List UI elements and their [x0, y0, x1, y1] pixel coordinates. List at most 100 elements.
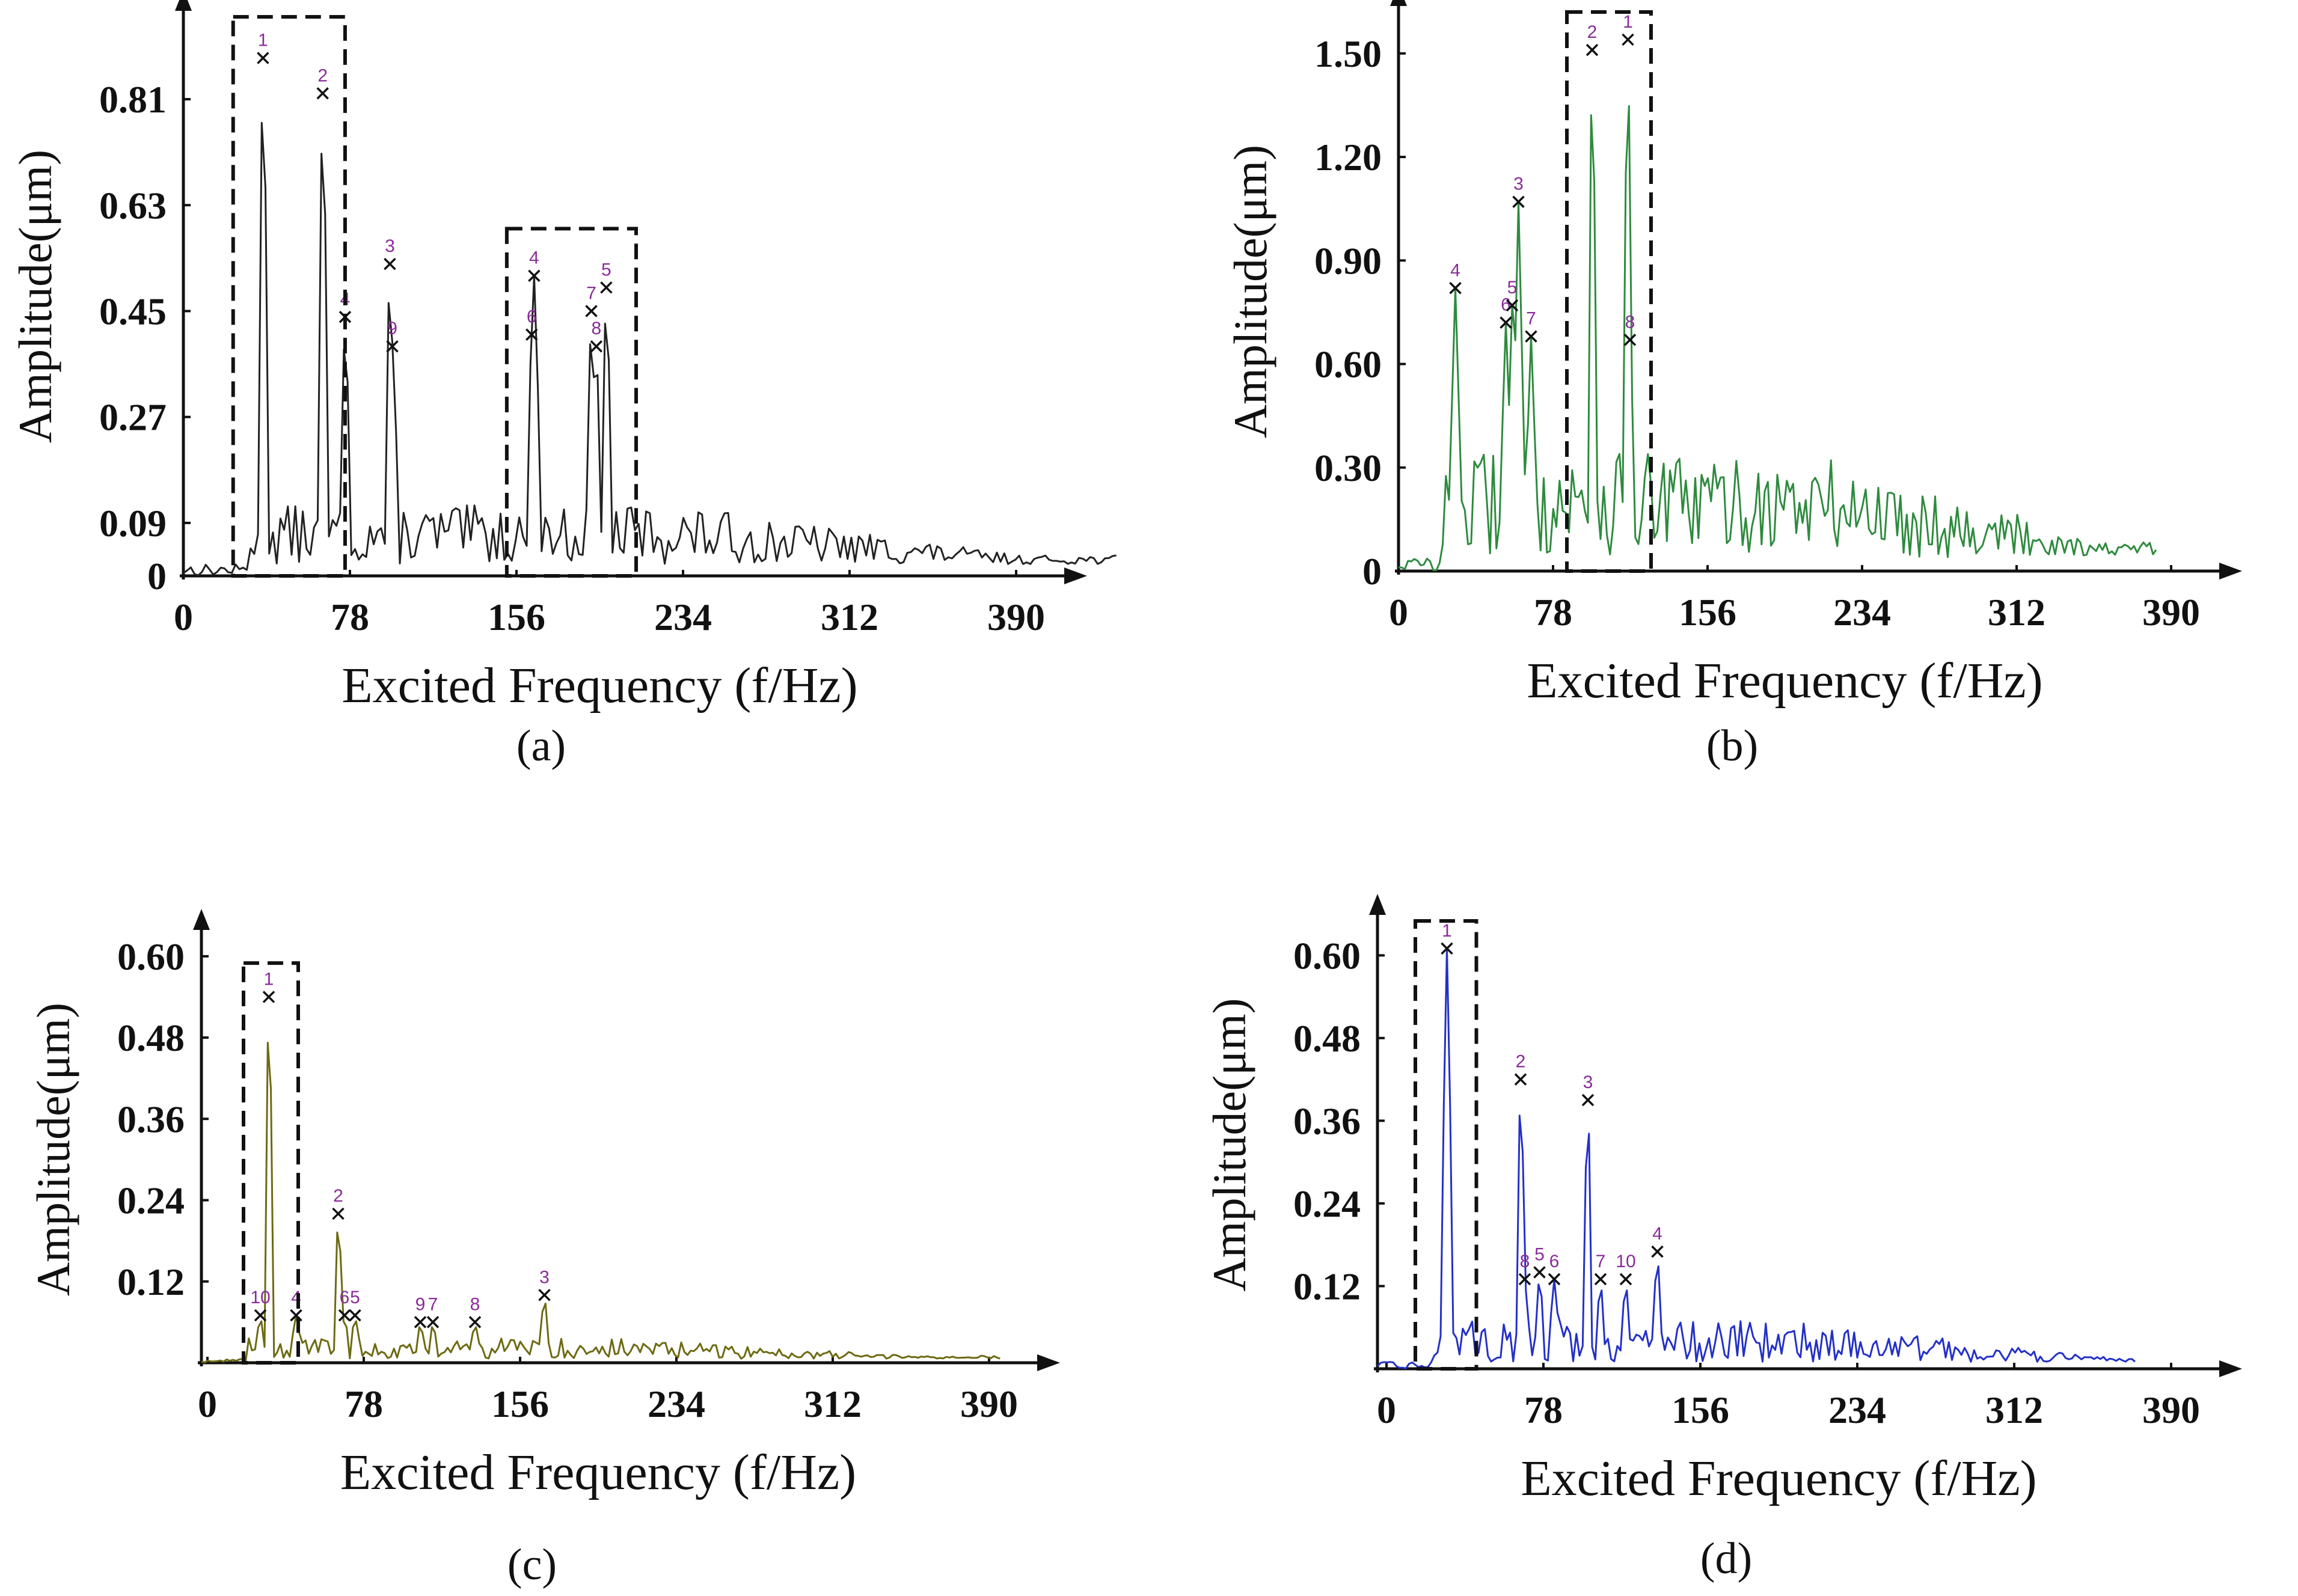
x-axis-arrow-d: [2219, 1360, 2242, 1377]
peak-marker-d: [1441, 942, 1453, 955]
peak-marker-b: [1512, 195, 1525, 208]
y-tick-label-c: 0.48: [117, 1017, 185, 1059]
peak-marker-d: [1619, 1273, 1632, 1286]
peak-label-b: 8: [1625, 312, 1635, 332]
y-tick-label-b: 0.30: [1314, 447, 1382, 489]
x-tick-label-b: 390: [2142, 591, 2200, 634]
y-tick-label-b: 0.60: [1314, 343, 1382, 386]
x-tick-label-a: 390: [987, 596, 1045, 638]
x-axis-title-c: Excited Frequency (f/Hz): [340, 1445, 856, 1500]
y-tick-label-b: 0: [1362, 550, 1382, 593]
peak-label-c: 8: [470, 1294, 480, 1314]
peak-marker-d: [1594, 1273, 1607, 1286]
y-tick-label-a: 0.27: [99, 396, 167, 439]
peak-marker-c: [338, 1309, 351, 1322]
peak-marker-b: [1506, 299, 1519, 312]
peak-marker-c: [426, 1316, 440, 1328]
peak-label-c: 7: [428, 1294, 438, 1314]
peak-label-c: 6: [340, 1288, 350, 1307]
dashed-box-a: [504, 227, 639, 578]
peak-marker-a: [257, 52, 269, 64]
peak-label-a: 1: [258, 31, 268, 50]
chart-panel-d: (d) 0 78 156 234 312 390 0.12 0.24 0.36 0.48 0.60 E…: [1149, 798, 2298, 1596]
x-tick-label-c: 0: [198, 1383, 217, 1425]
peak-marker-d: [1533, 1266, 1546, 1279]
y-tick-label-a: 0: [147, 555, 167, 598]
x-tick-label-a: 0: [174, 596, 193, 638]
x-axis-title-a: Excited Frequency (f/Hz): [342, 658, 857, 714]
x-axis-title-b: Excited Frequency (f/Hz): [1527, 653, 2042, 709]
caption-c: (c): [507, 1540, 557, 1589]
peak-label-a: 2: [317, 66, 328, 85]
y-tick-label-c: 0.12: [117, 1261, 185, 1303]
peak-label-d: 7: [1596, 1252, 1606, 1271]
y-tick-label-c: 0.60: [117, 935, 185, 978]
peak-label-a: 4: [529, 248, 539, 268]
y-tick-label-d: 0.48: [1293, 1017, 1361, 1060]
peak-label-c: 3: [539, 1267, 550, 1287]
peak-marker-c: [262, 991, 275, 1003]
caption-b: (b): [1706, 721, 1758, 771]
peak-marker-c: [468, 1316, 482, 1328]
peak-label-a: 5: [601, 260, 611, 280]
peak-label-a: 7: [586, 283, 596, 303]
y-tick-label-b: 0.90: [1314, 239, 1382, 282]
peak-marker-d: [1518, 1273, 1531, 1286]
x-tick-label-d: 0: [1377, 1389, 1396, 1431]
peak-label-b: 1: [1623, 12, 1633, 32]
x-tick-label-c: 234: [648, 1383, 705, 1425]
y-tick-label-a: 0.45: [99, 290, 167, 332]
y-axis-title-a: Amplitude(μm): [9, 150, 61, 443]
peak-label-a: 8: [591, 319, 601, 338]
peak-label-a: 9: [387, 319, 397, 338]
peak-marker-b: [1586, 43, 1599, 57]
dashed-box-b: [1565, 10, 1653, 573]
peak-label-b: 7: [1526, 309, 1536, 329]
peak-marker-d: [1548, 1273, 1561, 1286]
peak-label-d: 5: [1534, 1245, 1545, 1265]
x-tick-label-a: 234: [654, 596, 712, 638]
x-tick-label-a: 156: [488, 596, 545, 638]
y-tick-label-a: 0.09: [99, 502, 167, 545]
chart-panel-b: (b) 0 78 156 234 312 390 0 0.30 0.60 0.90 1.20 1.50…: [1149, 0, 2298, 798]
caption-a: (a): [516, 721, 566, 771]
peak-marker-c: [414, 1316, 427, 1328]
peak-marker-a: [316, 87, 329, 100]
y-axis-arrow-a: [175, 0, 192, 11]
dashed-box-c: [242, 961, 300, 1365]
peak-marker-b: [1623, 334, 1637, 346]
peak-label-b: 5: [1507, 278, 1518, 298]
x-tick-label-d: 156: [1671, 1389, 1729, 1431]
peak-marker-d: [1581, 1093, 1595, 1107]
peak-label-d: 4: [1652, 1224, 1662, 1244]
peak-label-b: 6: [1501, 295, 1511, 315]
peak-marker-a: [386, 340, 399, 353]
peak-label-c: 9: [415, 1294, 426, 1314]
caption-d: (d): [1700, 1534, 1752, 1583]
x-tick-label-b: 156: [1679, 591, 1736, 634]
chart-panel-c: (c) 0 78 156 234 312 390 0.12 0.24 0.36 0.48 0.60 E…: [0, 798, 1149, 1596]
y-tick-label-b: 1.50: [1314, 32, 1382, 75]
y-tick-label-b: 1.20: [1314, 136, 1382, 179]
x-axis-arrow-a: [1064, 567, 1087, 584]
x-axis-title-d: Excited Frequency (f/Hz): [1521, 1451, 2036, 1506]
x-tick-label-c: 390: [960, 1383, 1018, 1425]
peak-marker-a: [384, 257, 396, 271]
peak-marker-b: [1500, 316, 1512, 329]
y-tick-label-a: 0.63: [99, 184, 167, 227]
y-tick-label-a: 0.81: [99, 78, 167, 121]
x-tick-label-b: 234: [1833, 591, 1891, 634]
chart-svg-a: (a) 0 78 156 234 312 39000.090.270.450.630.81…: [9, 0, 1117, 771]
peak-marker-c: [538, 1289, 551, 1301]
peak-label-c: 2: [333, 1186, 343, 1206]
peak-label-d: 3: [1583, 1072, 1593, 1092]
y-tick-label-d: 0.36: [1293, 1099, 1361, 1142]
peak-marker-b: [1622, 33, 1634, 46]
peak-label-a: 3: [385, 236, 395, 256]
peak-label-a: 6: [527, 307, 537, 327]
x-tick-label-a: 78: [331, 596, 369, 638]
x-tick-label-d: 312: [1985, 1389, 2043, 1431]
y-axis-title-c: Amplitude(μm): [27, 1003, 79, 1296]
x-tick-label-b: 312: [1988, 591, 2045, 634]
peak-label-d: 10: [1616, 1252, 1635, 1271]
